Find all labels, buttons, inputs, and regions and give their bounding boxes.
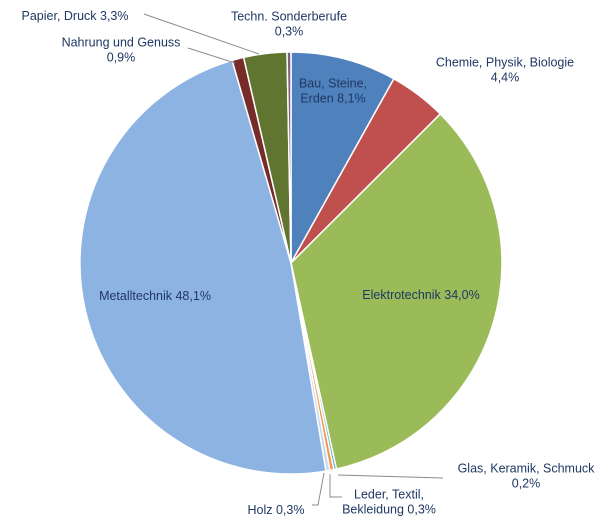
leader-lines [143,13,444,506]
slice-label-line: Metalltechnik 48,1% [99,289,211,303]
slice-label-line: Glas, Keramik, Schmuck [458,462,596,476]
slice-label-nahrung-und-genuss: Nahrung und Genuss 0,9% [62,36,181,65]
leader-line-nahrung-und-genuss [187,47,236,64]
pie-slice-techn-sonderberufe [286,51,292,264]
slice-label-line: Erden 8,1% [300,92,365,106]
slice-label-chemie-physik-biologie: Chemie, Physik, Biologie 4,4% [436,56,574,85]
slice-label-glas-keramik-schmuck: Glas, Keramik, Schmuck 0,2% [458,462,596,491]
slice-label-line: 0,9% [107,51,136,65]
slice-label-line: Holz 0,3% [248,503,305,517]
slice-label-line: 4,4% [491,71,520,85]
slice-label-holz: Holz 0,3% [248,503,305,517]
slice-label-techn-sonderberufe: Techn. Sonderberufe 0,3% [231,10,347,39]
slice-label-line: Elektrotechnik 34,0% [362,288,479,302]
slice-label-line: Papier, Druck 3,3% [22,9,129,23]
leader-line-holz [312,472,325,506]
slice-label-bau-steine-erden: Bau, Steine, Erden 8,1% [299,77,367,106]
slice-label-elektrotechnik: Elektrotechnik 34,0% [362,288,479,302]
leader-line-leder-textil-bekleidung [329,474,342,498]
slice-labels: Bau, Steine, Erden 8,1% Chemie, Physik, Bi… [22,9,596,517]
leader-line-papier-druck [143,13,260,55]
slice-label-line: Bekleidung 0,3% [342,503,436,517]
slice-label-line: Bau, Steine, [299,77,367,91]
slice-label-line: Techn. Sonderberufe [231,10,347,24]
pie-slice-bau-steine-erden [290,51,395,264]
pie-slice-metalltechnik [79,59,327,475]
slice-label-line: Nahrung und Genuss [62,36,181,50]
leader-line-glas-keramik-schmuck [337,474,444,479]
slice-label-line: 0,2% [512,477,541,491]
slice-label-line: Chemie, Physik, Biologie [436,56,574,70]
pie-slices [79,51,503,475]
slice-label-leder-textil-bekleidung: Leder, Textil, Bekleidung 0,3% [342,488,436,517]
slice-label-metalltechnik: Metalltechnik 48,1% [99,289,211,303]
slice-label-line: 0,3% [275,25,304,39]
slice-label-papier-druck: Papier, Druck 3,3% [22,9,129,23]
slice-label-line: Leder, Textil, [354,488,424,502]
pie-slice-elektrotechnik [290,113,503,470]
